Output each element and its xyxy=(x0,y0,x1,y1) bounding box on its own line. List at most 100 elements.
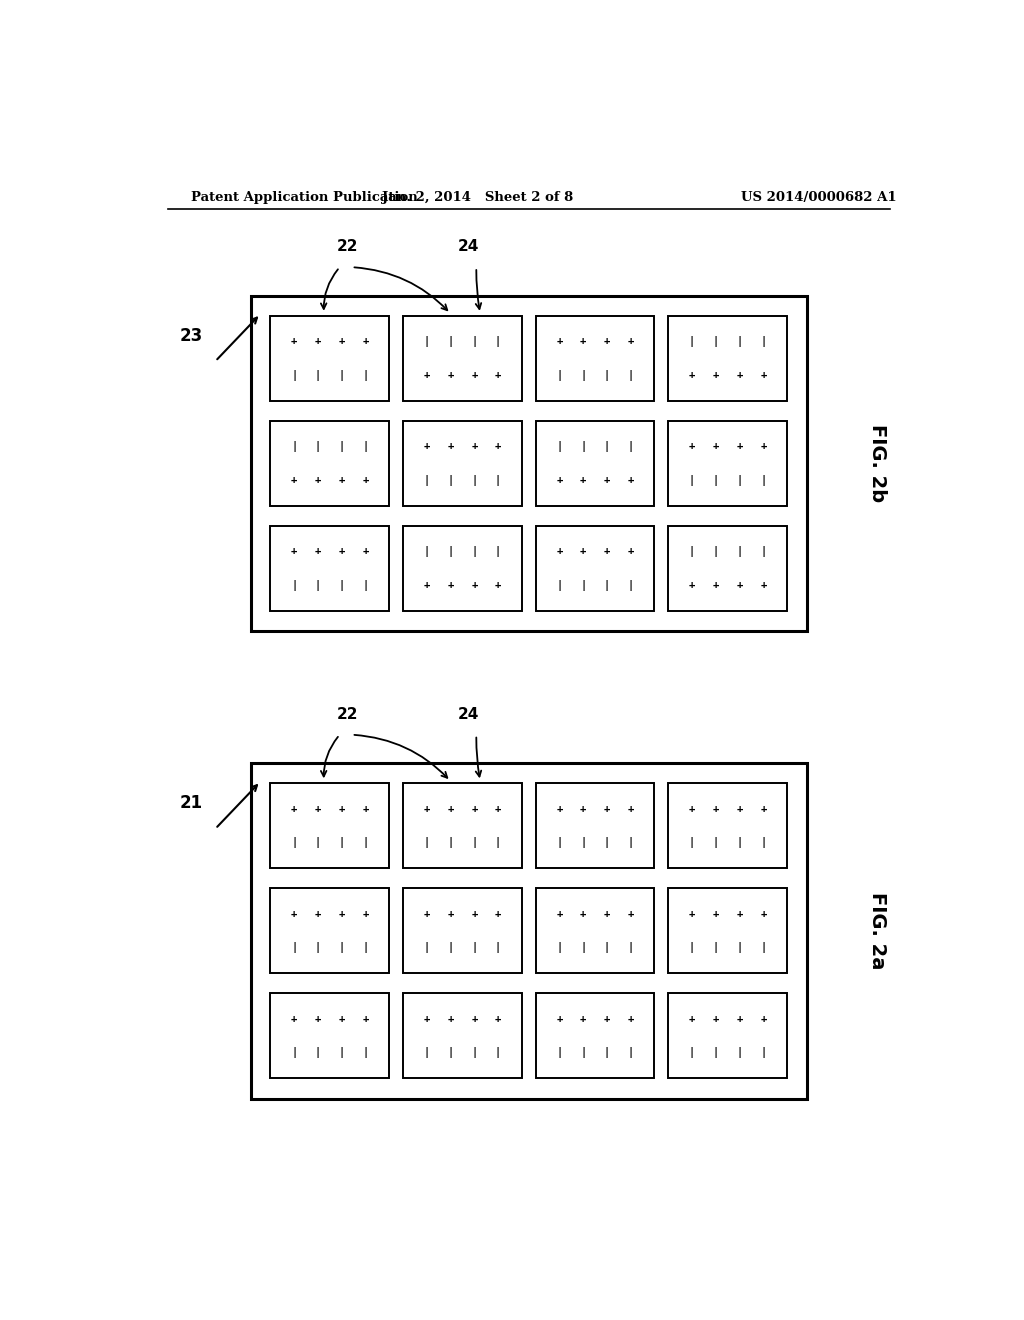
Text: |: | xyxy=(604,1048,610,1059)
Text: +: + xyxy=(628,1014,634,1024)
Text: +: + xyxy=(628,804,634,813)
Text: +: + xyxy=(471,804,477,813)
Text: |: | xyxy=(447,546,454,557)
Text: +: + xyxy=(556,475,562,486)
Text: FIG. 2b: FIG. 2b xyxy=(868,424,888,503)
Text: |: | xyxy=(604,370,610,380)
Text: |: | xyxy=(339,942,345,953)
Text: Jan. 2, 2014   Sheet 2 of 8: Jan. 2, 2014 Sheet 2 of 8 xyxy=(382,190,572,203)
Text: +: + xyxy=(291,909,297,919)
Text: |: | xyxy=(580,579,587,591)
Text: |: | xyxy=(314,942,322,953)
Text: |: | xyxy=(760,335,766,347)
Text: |: | xyxy=(760,475,766,486)
Text: +: + xyxy=(628,909,634,919)
Text: +: + xyxy=(689,1014,695,1024)
Bar xyxy=(536,525,654,611)
Text: +: + xyxy=(736,370,742,380)
Text: +: + xyxy=(556,909,562,919)
Text: |: | xyxy=(628,1048,634,1059)
Text: |: | xyxy=(713,1048,719,1059)
Text: +: + xyxy=(604,475,610,486)
Bar xyxy=(251,763,807,1098)
Text: +: + xyxy=(580,1014,587,1024)
Text: +: + xyxy=(339,1014,345,1024)
Text: +: + xyxy=(314,909,322,919)
Text: +: + xyxy=(604,337,610,346)
Text: +: + xyxy=(362,909,369,919)
Text: |: | xyxy=(760,1048,766,1059)
Text: +: + xyxy=(291,475,297,486)
Text: 22: 22 xyxy=(337,239,358,255)
Text: |: | xyxy=(495,837,501,849)
Bar xyxy=(251,296,807,631)
Bar xyxy=(270,994,389,1078)
Bar xyxy=(536,421,654,506)
Text: |: | xyxy=(495,942,501,953)
Text: +: + xyxy=(628,475,634,486)
Text: |: | xyxy=(424,335,430,347)
Text: +: + xyxy=(604,546,610,557)
Text: +: + xyxy=(471,441,477,451)
Text: +: + xyxy=(495,804,501,813)
Text: |: | xyxy=(628,370,634,380)
Text: |: | xyxy=(736,546,742,557)
Text: |: | xyxy=(314,837,322,849)
Text: |: | xyxy=(580,837,587,849)
Bar xyxy=(403,994,522,1078)
Text: +: + xyxy=(339,909,345,919)
Text: +: + xyxy=(291,804,297,813)
Text: +: + xyxy=(580,804,587,813)
Text: +: + xyxy=(447,909,454,919)
Text: |: | xyxy=(291,579,297,591)
Bar xyxy=(270,315,389,401)
Text: |: | xyxy=(580,1048,587,1059)
Text: +: + xyxy=(580,909,587,919)
Text: |: | xyxy=(424,475,430,486)
Text: |: | xyxy=(291,942,297,953)
Text: +: + xyxy=(713,1014,719,1024)
Text: |: | xyxy=(362,579,369,591)
Bar xyxy=(403,525,522,611)
Text: |: | xyxy=(362,370,369,380)
Text: 23: 23 xyxy=(180,327,203,345)
Text: |: | xyxy=(495,335,501,347)
Text: |: | xyxy=(604,441,610,451)
Text: +: + xyxy=(362,546,369,557)
Text: +: + xyxy=(580,546,587,557)
Text: +: + xyxy=(689,581,695,590)
Text: +: + xyxy=(424,909,430,919)
Text: 24: 24 xyxy=(458,708,479,722)
Text: |: | xyxy=(580,942,587,953)
Text: +: + xyxy=(471,581,477,590)
Text: |: | xyxy=(339,579,345,591)
Text: |: | xyxy=(495,546,501,557)
Text: +: + xyxy=(314,1014,322,1024)
Text: +: + xyxy=(447,1014,454,1024)
Text: |: | xyxy=(471,837,477,849)
Text: +: + xyxy=(760,909,766,919)
Text: |: | xyxy=(471,546,477,557)
Text: +: + xyxy=(713,581,719,590)
Text: +: + xyxy=(447,441,454,451)
Text: +: + xyxy=(556,337,562,346)
Text: |: | xyxy=(314,1048,322,1059)
Text: +: + xyxy=(339,804,345,813)
Text: |: | xyxy=(339,837,345,849)
Text: +: + xyxy=(495,441,501,451)
Bar xyxy=(270,421,389,506)
Text: +: + xyxy=(628,546,634,557)
Text: +: + xyxy=(760,1014,766,1024)
Text: +: + xyxy=(291,546,297,557)
Text: |: | xyxy=(424,837,430,849)
Text: |: | xyxy=(604,579,610,591)
Text: |: | xyxy=(713,546,719,557)
Text: +: + xyxy=(495,581,501,590)
Text: +: + xyxy=(760,581,766,590)
Text: |: | xyxy=(314,441,322,451)
Text: +: + xyxy=(760,370,766,380)
Bar xyxy=(669,888,787,973)
Text: +: + xyxy=(339,546,345,557)
Bar xyxy=(270,783,389,869)
Text: +: + xyxy=(495,909,501,919)
